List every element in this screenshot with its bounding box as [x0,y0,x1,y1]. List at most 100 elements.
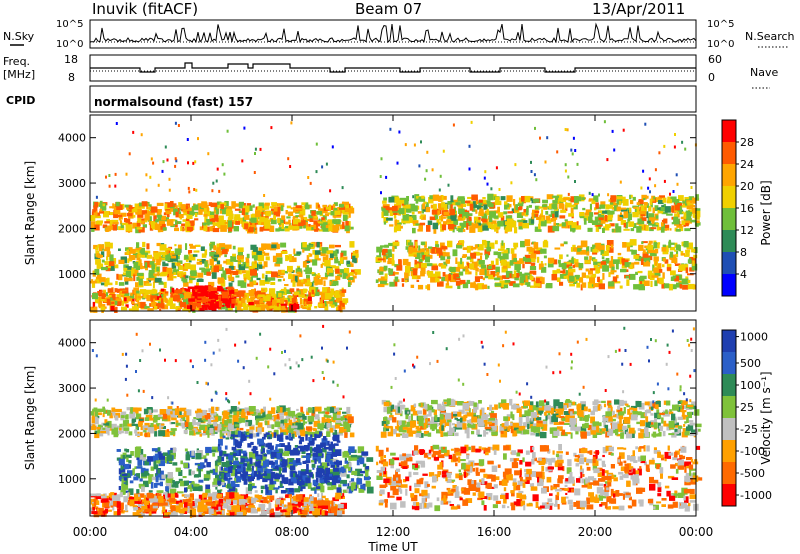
heatmap-cell [250,269,257,276]
heatmap-cell [295,268,302,274]
heatmap-cell [404,272,409,279]
heatmap-cell [534,205,540,210]
heatmap-cell [136,227,143,230]
heatmap-cell [682,200,687,204]
heatmap-cell [481,200,487,206]
heatmap-cell [687,420,694,423]
heatmap-cell [116,273,119,280]
heatmap-cell [462,203,466,207]
heatmap-cell [174,121,177,125]
heatmap-cell [640,412,646,419]
heatmap-cell [91,228,95,232]
heatmap-cell [113,427,119,431]
heatmap-cell [222,270,226,275]
heatmap-cell [134,292,138,299]
heatmap-cell [677,203,683,206]
heatmap-cell [248,406,256,412]
heatmap-cell [197,137,199,141]
heatmap-cell [602,265,610,272]
heatmap-cell [328,457,334,463]
heatmap-cell [392,417,397,423]
heatmap-cell [106,298,111,306]
heatmap-cell [465,269,470,275]
heatmap-cell [577,245,583,249]
heatmap-cell [114,172,117,176]
heatmap-cell [330,291,335,296]
heatmap-cell [138,254,146,258]
freq-tick-top: 18 [64,53,78,66]
heatmap-cell [254,147,257,151]
heatmap-cell [412,268,418,276]
heatmap-cell [542,199,548,204]
heatmap-cell [674,263,681,266]
heatmap-cell [279,427,282,430]
heatmap-cell [359,470,366,474]
heatmap-cell [396,222,402,225]
heatmap-cell [140,133,143,137]
heatmap-cell [153,424,157,431]
heatmap-cell [181,423,186,428]
heatmap-cell [273,487,280,490]
heatmap-cell [169,421,173,425]
heatmap-cell [329,189,332,193]
heatmap-cell [540,432,547,439]
heatmap-cell [342,221,345,226]
heatmap-cell [524,254,531,259]
heatmap-cell [568,268,576,273]
heatmap-cell [456,421,464,428]
heatmap-cell [608,415,613,422]
heatmap-cell [271,244,277,249]
heatmap-cell [129,480,134,484]
heatmap-cell [627,218,631,224]
heatmap-cell [467,423,471,427]
heatmap-cell [271,424,275,430]
heatmap-cell [209,226,215,232]
heatmap-cell [217,423,222,428]
heatmap-cell [234,411,240,417]
heatmap-cell [227,423,232,430]
heatmap-cell [254,260,257,264]
heatmap-cell [582,423,585,429]
heatmap-cell [179,273,182,278]
heatmap-cell [114,300,118,305]
heatmap-cell [202,296,207,303]
heatmap-cell [336,420,342,423]
heatmap-cell [441,405,445,411]
heatmap-cell [562,405,567,410]
heatmap-cell [116,449,121,452]
heatmap-cell [265,274,268,281]
heatmap-cell [201,253,207,258]
heatmap-cell [245,258,250,263]
heatmap-cell [589,203,592,211]
nsky-trace [89,22,697,44]
heatmap-cell [166,267,173,274]
heatmap-cell [194,213,198,218]
heatmap-cell [394,219,398,226]
heatmap-cell [633,284,639,290]
heatmap-cell [326,250,330,255]
heatmap-cell [208,408,213,413]
heatmap-cell [118,282,125,286]
heatmap-cell [495,258,499,266]
heatmap-cell [441,202,445,209]
cpid-label: CPID [6,94,35,107]
heatmap-cell [685,249,691,253]
heatmap-cell [302,246,305,253]
heatmap-cell [413,403,417,408]
heatmap-cell [204,426,207,433]
heatmap-cell [503,428,509,432]
heatmap-cell [594,247,598,251]
heatmap-cell [406,421,413,426]
heatmap-cell [327,268,334,273]
heatmap-cell [361,451,369,456]
heatmap-cell [354,258,357,264]
heatmap-cell [444,203,448,211]
heatmap-cell [246,260,250,267]
heatmap-cell [478,199,483,203]
heatmap-cell [550,406,554,410]
heatmap-cell [530,417,534,421]
heatmap-cell [394,276,399,282]
heatmap-cell [442,221,448,225]
heatmap-cell [544,263,547,266]
heatmap-cell [519,414,525,417]
